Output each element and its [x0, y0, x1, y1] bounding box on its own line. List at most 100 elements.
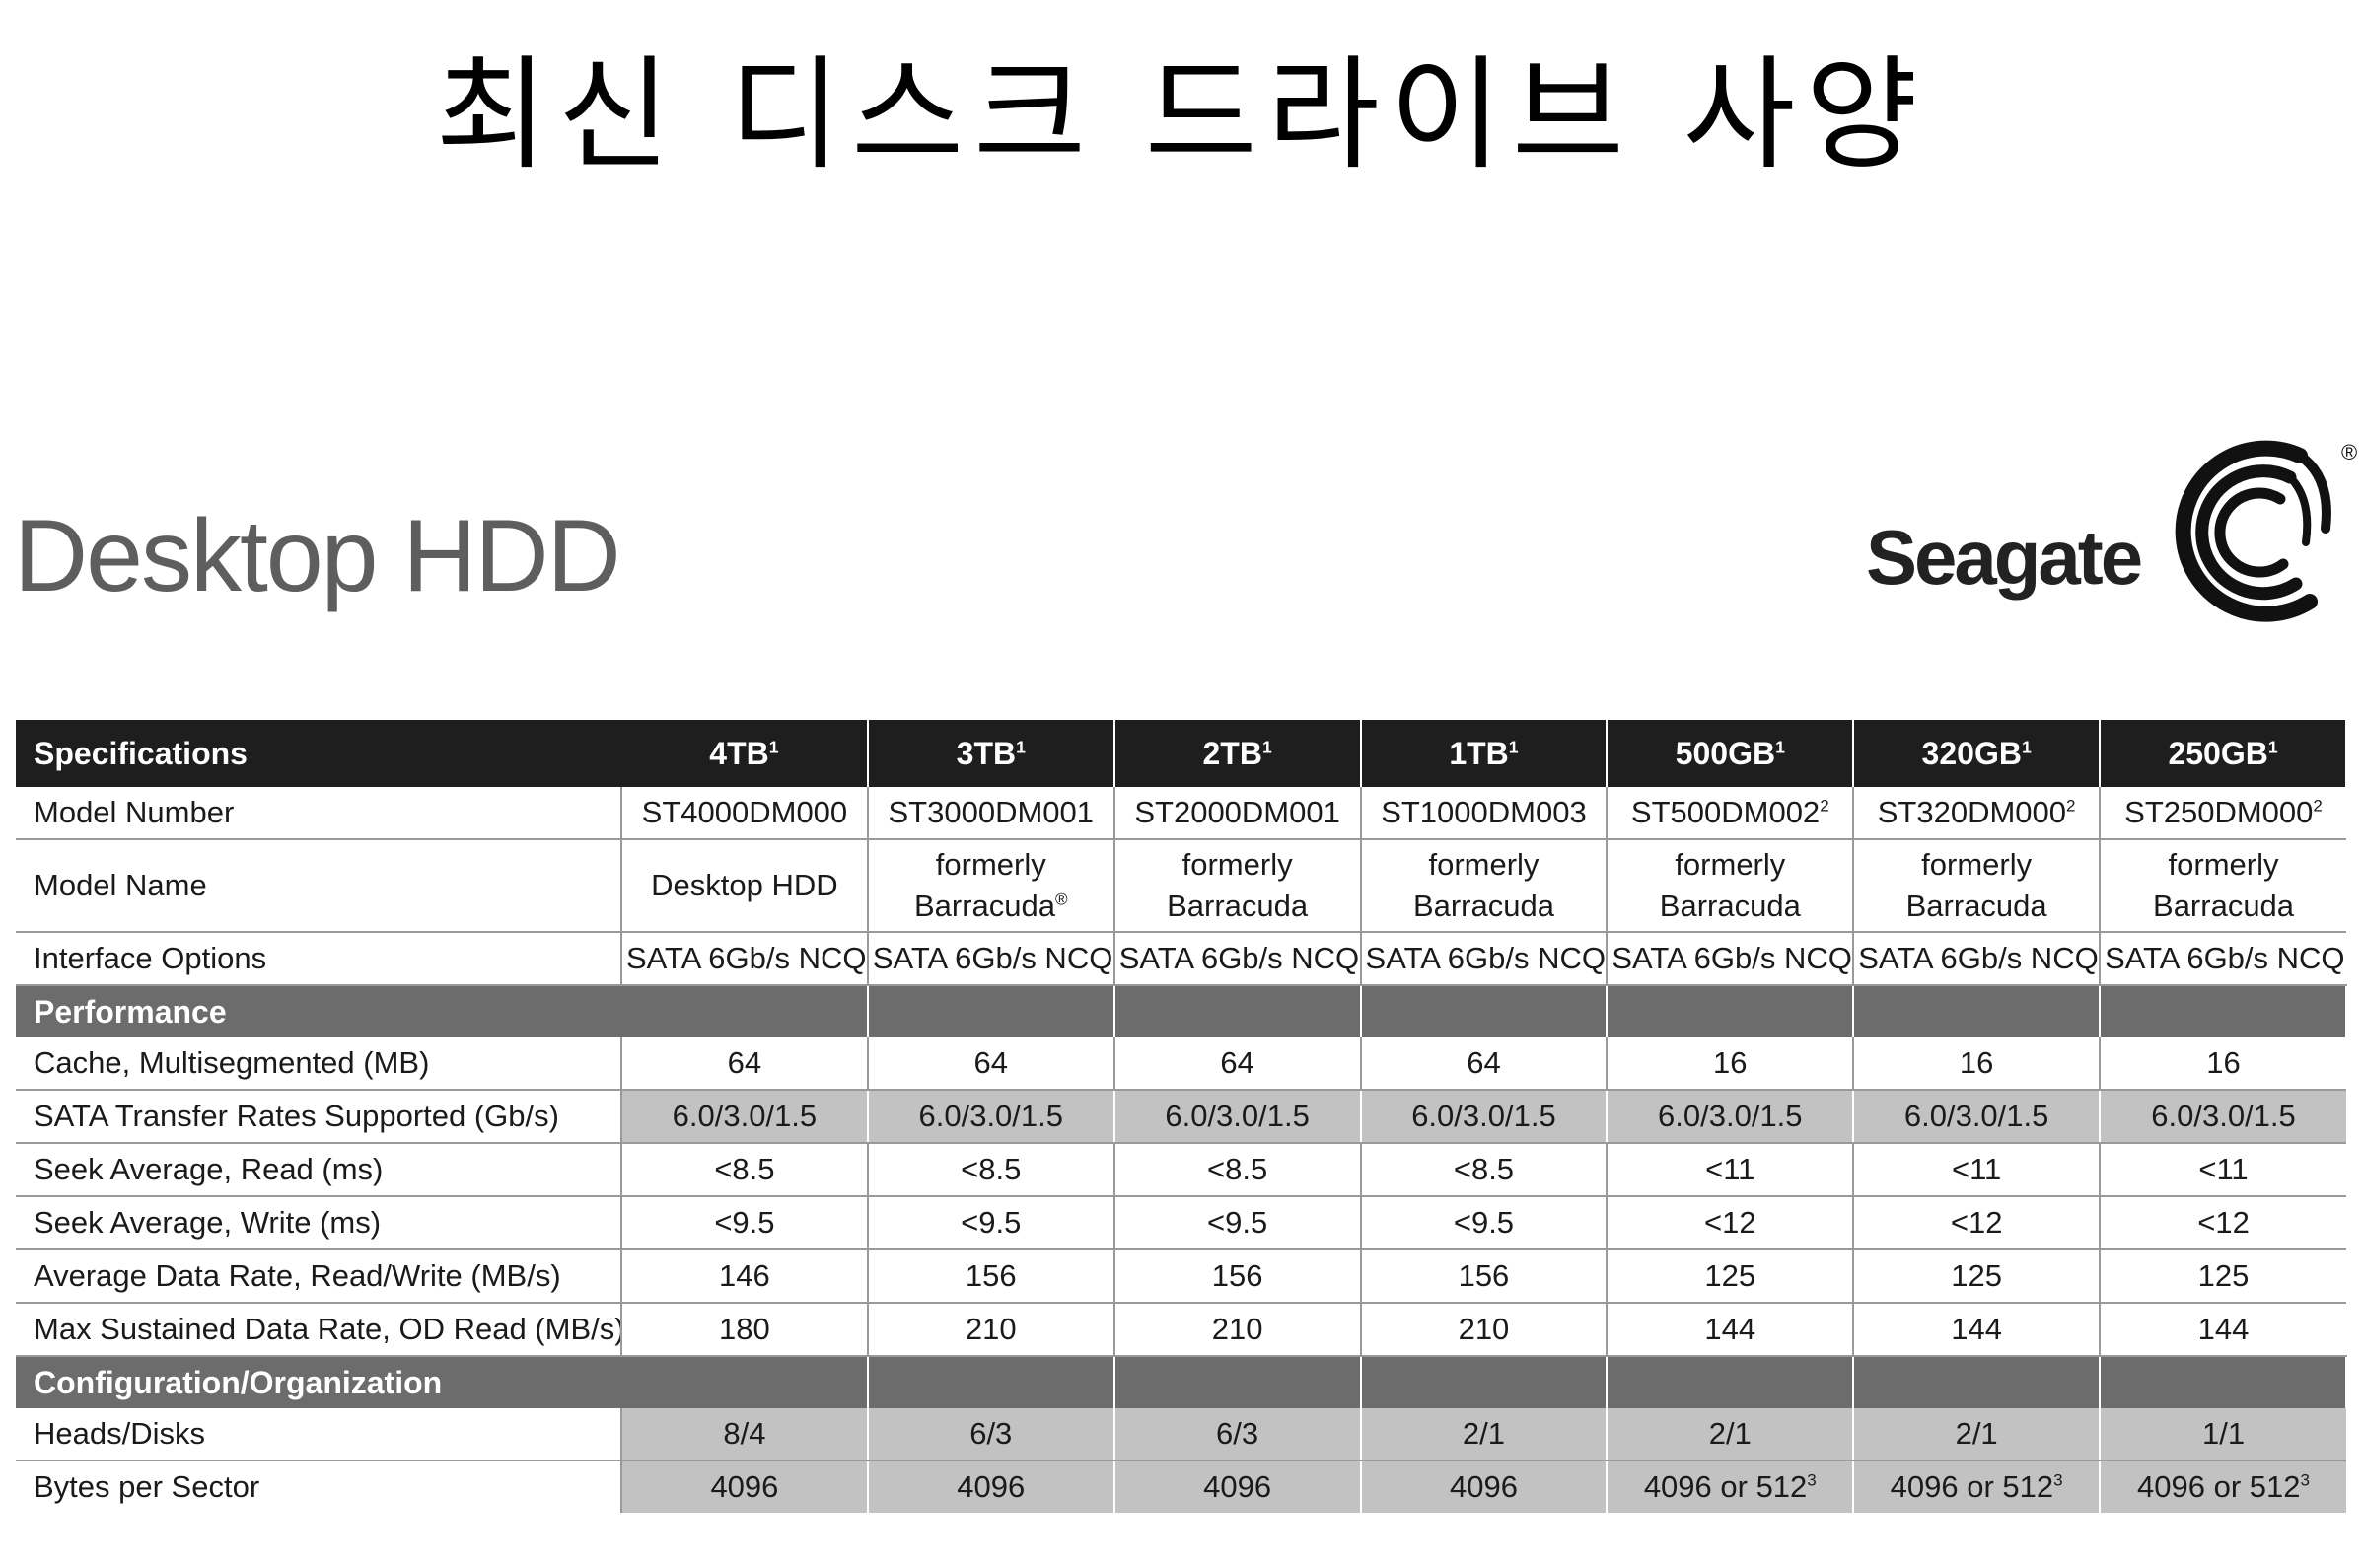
table-cell: SATA 6Gb/s NCQ [621, 932, 869, 986]
capacity-header: 4TB1 [621, 720, 869, 787]
footnote-marker: 2 [2066, 796, 2076, 816]
model-name-line1: formerly [1675, 847, 1786, 882]
capacity-header: 2TB1 [1113, 720, 1362, 787]
table-cell: 6.0/3.0/1.5 [1607, 1090, 1855, 1144]
footnote-marker: 2 [1820, 796, 1829, 816]
model-number: ST3000DM001 [888, 795, 1095, 829]
table-row: Seek Average, Write (ms) <9.5 <9.5 <9.5 <9.5… [16, 1196, 2346, 1250]
model-name-line2: Barracuda [1412, 889, 1554, 923]
table-cell: SATA 6Gb/s NCQ [867, 932, 1115, 986]
footnote-marker: 1 [2267, 736, 2278, 756]
table-cell: 6.0/3.0/1.5 [1853, 1090, 2102, 1144]
table-cell: SATA 6Gb/s NCQ [2100, 932, 2346, 986]
table-cell: <12 [1607, 1196, 1855, 1250]
model-name-line1: formerly [935, 847, 1046, 882]
footnote-marker: 1 [1775, 736, 1785, 756]
row-label: SATA Transfer Rates Supported (Gb/s) [16, 1090, 622, 1144]
row-label: Seek Average, Write (ms) [16, 1196, 622, 1250]
table-row: Interface Options SATA 6Gb/s NCQ SATA 6Gb/… [16, 932, 2346, 986]
footnote-marker: 2 [2313, 796, 2323, 816]
section-cell [867, 985, 1115, 1037]
table-cell: 6/3 [1113, 1408, 1362, 1461]
footnote-marker: 3 [2300, 1470, 2311, 1490]
table-cell: formerly Barracuda [1113, 839, 1362, 933]
model-number: ST2000DM001 [1134, 795, 1340, 829]
table-cell: 210 [1360, 1303, 1609, 1357]
table-cell: <11 [1607, 1143, 1855, 1197]
cell-value: 4096 or 512 [1643, 1469, 1808, 1504]
table-cell: 125 [1607, 1249, 1855, 1304]
table-cell: 125 [2100, 1249, 2346, 1304]
capacity-label: 1TB [1449, 735, 1509, 771]
row-label: Bytes per Sector [16, 1461, 622, 1513]
table-cell: 4096 [1360, 1461, 1609, 1513]
model-name-line2: Barracuda [1167, 889, 1309, 923]
section-cell [621, 1356, 869, 1408]
table-cell: Desktop HDD [621, 839, 869, 933]
footnote-marker: 1 [1261, 736, 1272, 756]
table-cell: 180 [621, 1303, 869, 1357]
section-cell [2100, 985, 2347, 1037]
table-cell: 64 [1113, 1037, 1362, 1091]
table-cell: 4096 or 5123 [2100, 1461, 2346, 1513]
section-header-row: Performance [16, 985, 2347, 1037]
capacity-header: 1TB1 [1360, 720, 1609, 787]
table-cell: ST4000DM000 [621, 787, 869, 840]
model-name-line2: Barracuda [1905, 889, 2047, 923]
table-cell: formerly Barracuda [1360, 839, 1609, 933]
table-cell: ST3000DM001 [867, 787, 1115, 840]
table-cell: <11 [2100, 1143, 2346, 1197]
model-number: ST320DM000 [1877, 795, 2067, 829]
table-cell: 4096 [867, 1461, 1115, 1513]
table-cell: ST250DM0002 [2100, 787, 2346, 840]
model-name-line2: Barracuda [2153, 889, 2295, 923]
model-number: ST1000DM003 [1381, 795, 1587, 829]
footnote-marker: 1 [2021, 736, 2032, 756]
table-cell: 6.0/3.0/1.5 [621, 1090, 869, 1144]
table-cell: 4096 or 5123 [1607, 1461, 1855, 1513]
table-cell: <12 [1853, 1196, 2102, 1250]
footnote-marker: ® [1055, 890, 1068, 909]
model-number: ST4000DM000 [641, 795, 848, 829]
table-cell: formerly Barracuda [1853, 839, 2102, 933]
table-cell: 1/1 [2100, 1408, 2346, 1461]
footnote-marker: 1 [768, 736, 779, 756]
cell-value: 4096 or 512 [2137, 1469, 2301, 1504]
brand-logo: Seagate ® [1866, 434, 2359, 631]
table-cell: 4096 [1113, 1461, 1362, 1513]
table-cell: 210 [1113, 1303, 1362, 1357]
model-name-line1: formerly [2168, 847, 2279, 882]
model-number: ST250DM000 [2124, 795, 2314, 829]
row-label: Model Name [16, 839, 622, 933]
table-row: Cache, Multisegmented (MB) 64 64 64 64 16 16 16 [16, 1037, 2346, 1091]
table-cell: <8.5 [621, 1143, 869, 1197]
row-label: Model Number [16, 787, 622, 840]
slide-title: 최신 디스크 드라이브 사양 [435, 44, 1928, 186]
cell-value: 4096 [1449, 1469, 1518, 1504]
model-name-line1: formerly [1921, 847, 2033, 882]
section-label: Performance [16, 985, 621, 1037]
table-cell: 4096 [621, 1461, 869, 1513]
table-cell: 156 [1113, 1249, 1362, 1304]
table-cell: 144 [1853, 1303, 2102, 1357]
table-cell: <11 [1853, 1143, 2102, 1197]
table-cell: 156 [1360, 1249, 1609, 1304]
row-label: Average Data Rate, Read/Write (MB/s) [16, 1249, 622, 1304]
row-label: Heads/Disks [16, 1408, 622, 1461]
table-cell: 125 [1853, 1249, 2102, 1304]
table-cell: <9.5 [867, 1196, 1115, 1250]
table-row: SATA Transfer Rates Supported (Gb/s) 6.0/… [16, 1090, 2346, 1144]
table-cell: <8.5 [867, 1143, 1115, 1197]
spec-table: Specifications 4TB1 3TB1 2TB1 1TB1 500GB1 320G… [16, 720, 2347, 1513]
table-row: Max Sustained Data Rate, OD Read (MB/s) 1… [16, 1303, 2346, 1357]
table-row: Model Number ST4000DM000 ST3000DM001 ST2000… [16, 787, 2346, 840]
spec-table-body: Specifications 4TB1 3TB1 2TB1 1TB1 500GB1 320G… [16, 720, 2347, 1513]
cell-value: 4096 or 512 [1890, 1469, 2054, 1504]
capacity-label: 250GB [2168, 735, 2268, 771]
table-cell: 146 [621, 1249, 869, 1304]
header-row: Specifications 4TB1 3TB1 2TB1 1TB1 500GB1 320G… [16, 720, 2347, 787]
section-cell [621, 985, 869, 1037]
section-cell [1607, 1356, 1855, 1408]
row-label: Max Sustained Data Rate, OD Read (MB/s) [16, 1303, 622, 1357]
table-cell: SATA 6Gb/s NCQ [1113, 932, 1362, 986]
